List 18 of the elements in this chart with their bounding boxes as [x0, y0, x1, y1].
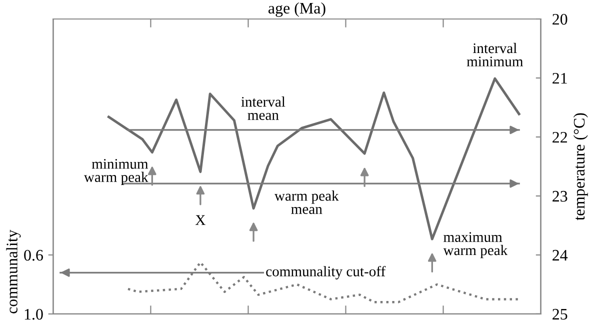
- y2-tick-label: 20: [552, 14, 568, 25]
- y-axis-title: communality: [6, 230, 21, 314]
- y2-tick-label: 24: [552, 250, 568, 260]
- annotation: minimum warm peak: [84, 159, 148, 186]
- x-axis-title: age (Ma): [268, 2, 326, 17]
- y2-tick-label: 21: [552, 72, 567, 84]
- ref-line-label: warm peak mean: [274, 190, 339, 214]
- ref-line-label: interval mean: [241, 96, 286, 120]
- y2-axis-title: temperature (°C): [573, 113, 588, 220]
- annotation: maximum warm peak: [443, 232, 508, 258]
- y-tick-label: 1.0: [24, 308, 43, 320]
- annotation: X: [195, 215, 206, 225]
- y-tick-label: 0.6: [24, 250, 43, 261]
- ref-line-label: communality cut-off: [266, 266, 386, 280]
- annotation: interval minimum: [466, 42, 524, 66]
- y2-tick-label: 23: [552, 190, 568, 202]
- y2-tick-label: 22: [552, 132, 567, 143]
- y2-tick-label: 25: [552, 308, 568, 320]
